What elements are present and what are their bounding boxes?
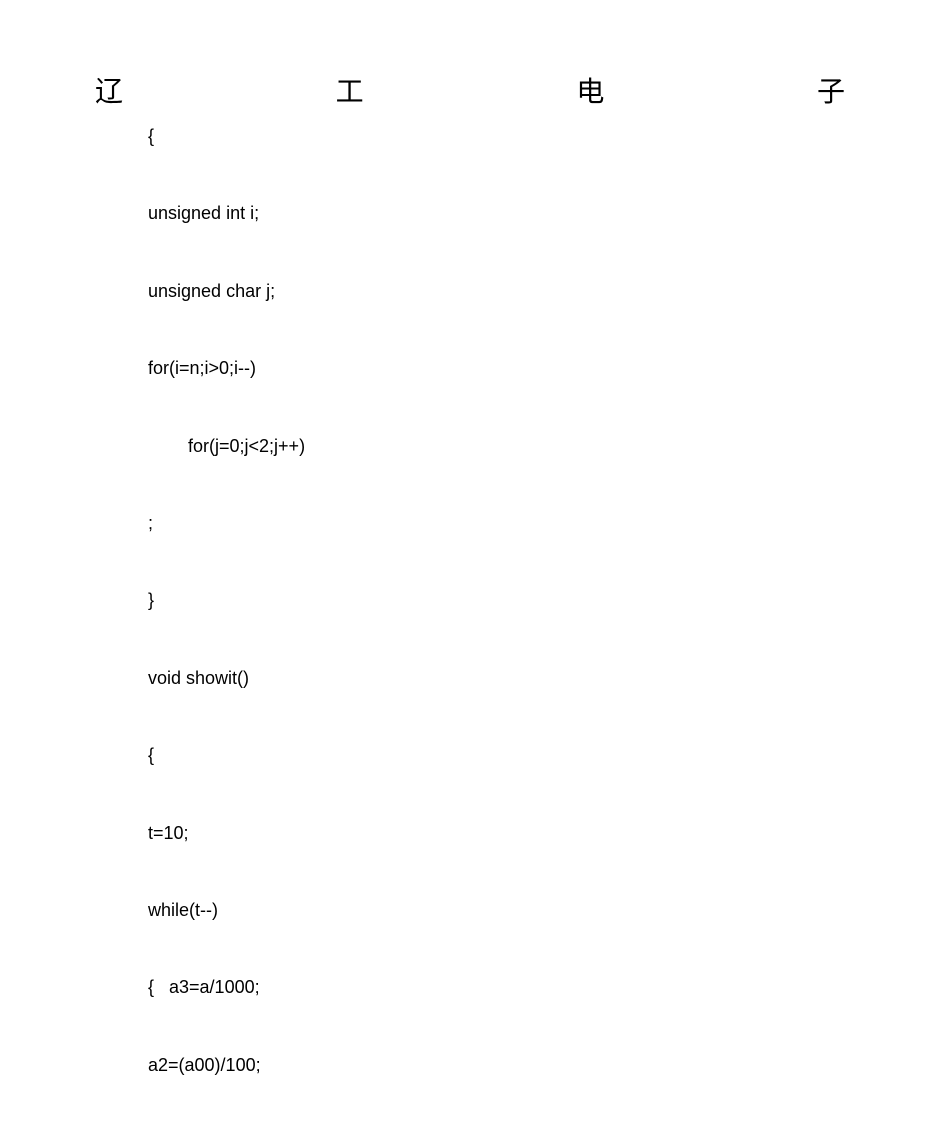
code-line-3: for(i=n;i>0;i--) bbox=[148, 357, 848, 380]
page-header: 辽 工 电 子 bbox=[0, 70, 945, 110]
code-line-1: unsigned int i; bbox=[148, 202, 848, 225]
code-line-6: } bbox=[148, 589, 848, 612]
code-line-0: { bbox=[148, 125, 848, 148]
code-line-11: { a3=a/1000; bbox=[148, 976, 848, 999]
header-char-1: 工 bbox=[336, 70, 364, 110]
code-line-12: a2=(a00)/100; bbox=[148, 1054, 848, 1077]
code-line-8: { bbox=[148, 744, 848, 767]
code-line-10: while(t--) bbox=[148, 899, 848, 922]
code-line-4: for(j=0;j<2;j++) bbox=[148, 435, 848, 458]
code-line-9: t=10; bbox=[148, 822, 848, 845]
code-line-5: ; bbox=[148, 512, 848, 535]
code-line-7: void showit() bbox=[148, 667, 848, 690]
code-line-2: unsigned char j; bbox=[148, 280, 848, 303]
code-block: { unsigned int i; unsigned char j; for(i… bbox=[148, 125, 848, 1131]
header-char-3: 子 bbox=[817, 70, 845, 110]
header-char-2: 电 bbox=[576, 70, 604, 110]
header-char-0: 辽 bbox=[95, 70, 123, 110]
